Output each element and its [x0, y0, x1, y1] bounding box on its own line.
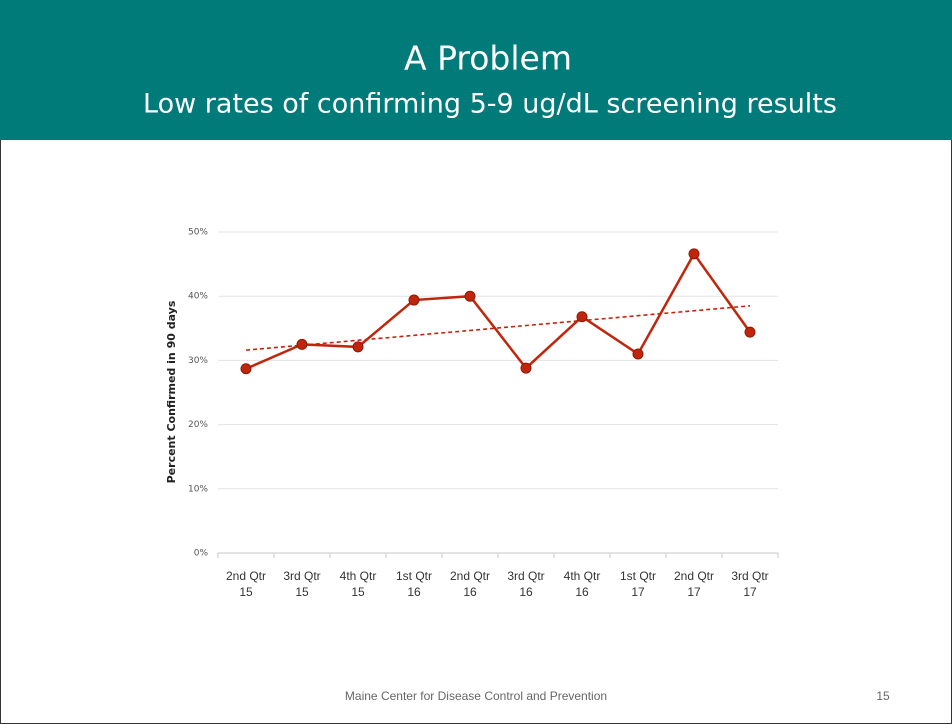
y-axis-label: Percent Confirmed in 90 days [165, 300, 178, 483]
data-point [576, 311, 588, 323]
x-tick-label: 17 [631, 585, 645, 599]
x-tick-label: 2nd Qtr [674, 569, 714, 583]
x-tick-label: 16 [463, 585, 477, 599]
data-point [520, 362, 532, 374]
x-tick-label: 3rd Qtr [507, 569, 544, 583]
x-tick-label: 17 [743, 585, 757, 599]
x-tick-label: 17 [687, 585, 701, 599]
trendline [245, 305, 751, 351]
x-tick-label: 3rd Qtr [283, 569, 320, 583]
x-tick-label: 15 [239, 585, 253, 599]
y-tick-label: 50% [188, 228, 208, 238]
x-tick-label: 16 [407, 585, 421, 599]
data-line [245, 251, 752, 370]
x-tick-label: 1st Qtr [396, 569, 432, 583]
x-tick-label: 2nd Qtr [226, 569, 266, 583]
x-tick-label: 4th Qtr [340, 569, 377, 583]
x-tick-label: 1st Qtr [620, 569, 656, 583]
y-tick-label: 10% [188, 484, 208, 494]
data-point [744, 326, 756, 338]
x-tick-label: 15 [295, 585, 309, 599]
y-tick-label: 30% [188, 356, 208, 366]
data-point [408, 294, 420, 306]
page-number: 15 [876, 689, 890, 703]
data-point [464, 290, 476, 302]
data-point [632, 348, 644, 360]
y-tick-label: 40% [188, 292, 208, 302]
x-tick-label: 16 [575, 585, 589, 599]
data-point [240, 363, 252, 375]
x-tick-label: 16 [519, 585, 533, 599]
data-point [296, 338, 308, 350]
slide-subtitle: Low rates of confirming 5-9 ug/dL screen… [143, 89, 837, 120]
footer-text: Maine Center for Disease Control and Pre… [345, 689, 607, 703]
y-tick-label: 20% [188, 420, 208, 430]
data-point [688, 248, 700, 260]
x-tick-label: 4th Qtr [564, 569, 601, 583]
x-tick-label: 15 [351, 585, 365, 599]
x-tick-label: 3rd Qtr [731, 569, 768, 583]
y-tick-label: 0% [194, 549, 209, 559]
data-point [352, 341, 364, 353]
slide-title: A Problem [404, 39, 572, 78]
x-tick-label: 2nd Qtr [450, 569, 490, 583]
header-band [0, 0, 952, 140]
